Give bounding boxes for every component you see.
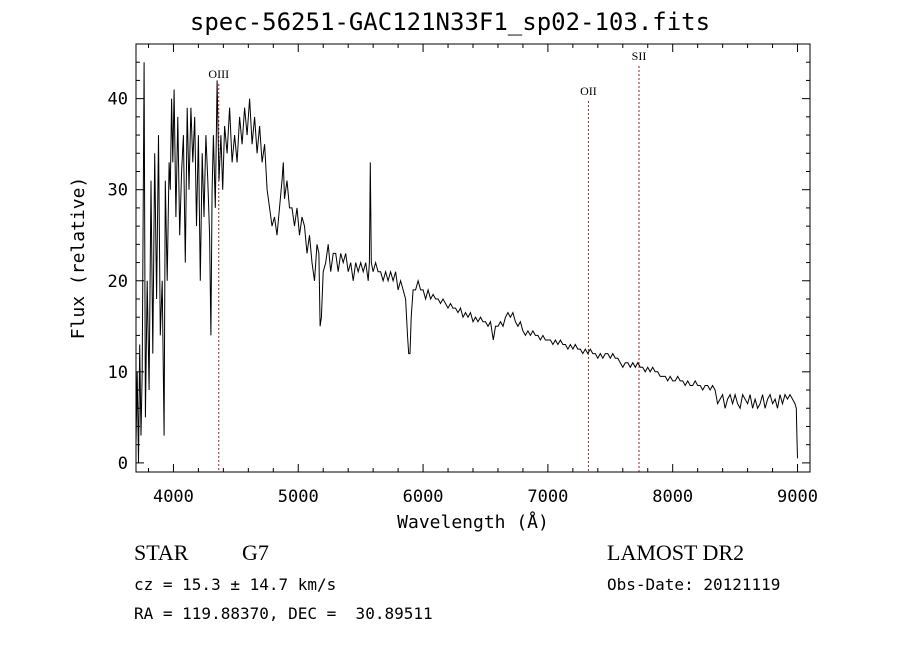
x-axis-ticks: 4000 5000 6000 7000 8000 9000 bbox=[147, 44, 818, 507]
coordinates: RA = 119.88370, DEC = 30.89511 bbox=[134, 604, 433, 623]
y-tick-label: 10 bbox=[108, 363, 128, 383]
x-tick-label: 5000 bbox=[278, 487, 319, 507]
x-tick-label: 9000 bbox=[777, 487, 818, 507]
spectrum-series bbox=[135, 62, 798, 463]
chart-title: spec-56251-GAC121N33F1_sp02-103.fits bbox=[189, 8, 711, 36]
y-tick-label: 20 bbox=[108, 272, 128, 292]
obs-date: Obs-Date: 20121119 bbox=[607, 575, 781, 594]
cz-value: cz = 15.3 ± 14.7 km/s bbox=[134, 575, 337, 594]
emission-line-label: OII bbox=[580, 84, 597, 98]
plot-frame bbox=[135, 43, 811, 473]
emission-lines: OIII OII SII bbox=[208, 49, 646, 472]
x-tick-label: 7000 bbox=[527, 487, 568, 507]
x-tick-label: 8000 bbox=[652, 487, 693, 507]
subclass-label: G7 bbox=[242, 540, 269, 565]
x-axis-label: Wavelength (Å) bbox=[397, 511, 549, 533]
survey-label: LAMOST DR2 bbox=[607, 540, 745, 565]
y-axis-ticks: 0 10 20 30 40 bbox=[108, 61, 810, 474]
x-tick-label: 6000 bbox=[403, 487, 444, 507]
y-axis-label: Flux (relative) bbox=[68, 177, 89, 340]
class-label: STAR bbox=[134, 540, 189, 565]
y-tick-label: 0 bbox=[118, 454, 128, 474]
x-tick-label: 4000 bbox=[153, 487, 194, 507]
emission-line-label: SII bbox=[632, 49, 647, 63]
y-tick-label: 30 bbox=[108, 181, 128, 201]
emission-line-label: OIII bbox=[208, 67, 229, 81]
y-tick-label: 40 bbox=[108, 90, 128, 110]
